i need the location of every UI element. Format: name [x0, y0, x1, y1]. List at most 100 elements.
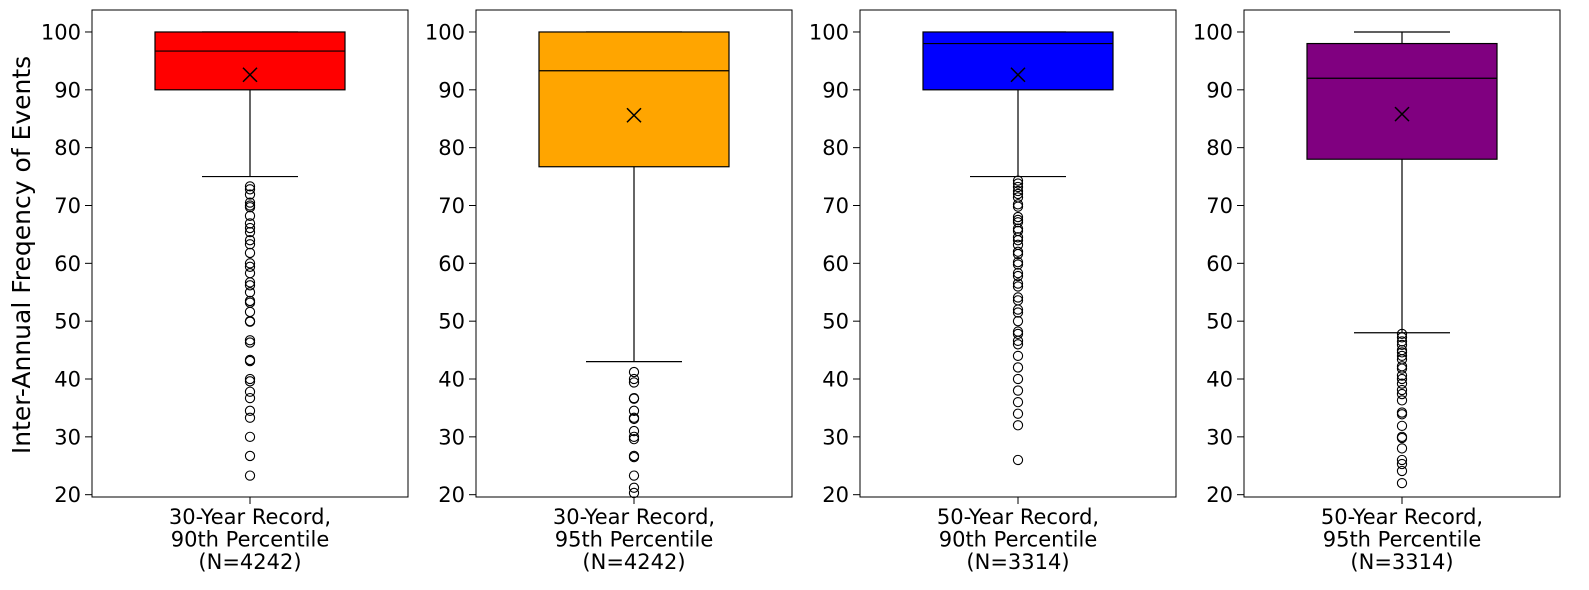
panel-3-iqr-box: [922, 31, 1114, 91]
panel-4-category-label-line-2: 95th Percentile: [1323, 528, 1482, 552]
panel-1-outlier-16: [244, 268, 256, 279]
panel-2-outlier-6: [628, 405, 640, 416]
panel-1-outlier-11: [244, 235, 256, 246]
panel-4-outlier-14: [1396, 384, 1408, 396]
panel-1-outlier-30: [244, 376, 256, 387]
panel-3-outlier-27: [1012, 304, 1024, 315]
panel-4-outlier-11: [1396, 370, 1408, 381]
panel-4-ytick-label-70: 70: [1206, 194, 1233, 218]
panel-1-outlier-15: [244, 261, 256, 272]
panel-3-outlier-31: [1012, 328, 1024, 340]
panel-1-outlier-28: [244, 355, 256, 367]
panel-1-outlier-35: [244, 431, 256, 442]
panel-3-outlier-8: [1012, 201, 1024, 212]
panel-4-outlier-13: [1396, 378, 1408, 389]
panel-2-outlier-8: [628, 413, 640, 425]
panel-1-outlier-32: [244, 392, 256, 404]
panel-2-outlier-1: [628, 366, 640, 378]
panel-1-ytick-label-20: 20: [54, 483, 81, 507]
panel-1-outlier-33: [244, 405, 256, 416]
panel-3-outlier-9: [1012, 211, 1024, 223]
panel-3-outlier-18: [1012, 248, 1024, 260]
panel-2-ytick-label-90: 90: [438, 78, 465, 102]
panel-2-outlier-15: [628, 482, 640, 493]
panel-3-ytick-label-80: 80: [822, 136, 849, 160]
panel-4-outlier-12: [1396, 373, 1408, 385]
panel-2-ytick-label-30: 30: [438, 425, 465, 449]
panel-2-outlier-11: [628, 434, 640, 445]
panel-2-outlier-16: [628, 487, 640, 499]
panel-4-ytick-label-30: 30: [1206, 425, 1233, 449]
panel-3-outlier-23: [1012, 278, 1024, 289]
panel-2-outlier-5: [628, 393, 640, 404]
panel-4-iqr-box: [1306, 42, 1498, 160]
panel-4-category-label-line-1: 50-Year Record,: [1321, 505, 1483, 529]
panel-4-ytick-label-40: 40: [1206, 368, 1233, 392]
panel-1-category-label-line-2: 90th Percentile: [171, 528, 330, 552]
panel-3-outlier-39: [1012, 408, 1024, 419]
panel-2-category-label-line-1: 30-Year Record,: [553, 505, 715, 529]
panel-3-outlier-38: [1012, 396, 1024, 408]
panel-2-ytick-label-80: 80: [438, 136, 465, 160]
panel-3-outlier-4: [1012, 185, 1024, 197]
panel-3-outlier-20: [1012, 259, 1024, 270]
panel-1-outlier-4: [244, 197, 256, 208]
panel-3-outlier-36: [1012, 373, 1024, 385]
panel-1-category-label-line-1: 30-Year Record,: [169, 505, 331, 529]
panel-4-outlier-6: [1396, 347, 1408, 358]
panel-1-outlier-22: [244, 306, 256, 318]
panel-2-outlier-14: [628, 470, 640, 481]
panel-1-ytick-label-50: 50: [54, 310, 81, 334]
panel-4-outlier-24: [1396, 458, 1408, 470]
panel-1-outlier-1: [244, 181, 256, 192]
panel-4-mean-marker-b: [1394, 106, 1410, 122]
panel-4-ytick-label-90: 90: [1206, 78, 1233, 102]
panel-1-outlier-12: [244, 239, 256, 250]
panel-3-outlier-33: [1012, 339, 1024, 350]
panel-4-category-label-line-3: (N=3314): [1350, 550, 1453, 574]
panel-3-outlier-35: [1012, 362, 1024, 373]
panel-1-outlier-25: [244, 335, 256, 346]
panel-4-ytick-label-60: 60: [1206, 252, 1233, 276]
panel-1-outlier-19: [244, 287, 256, 298]
panel-4-outlier-2: [1396, 332, 1408, 343]
panel-1-category-label-line-3: (N=4242): [198, 550, 301, 574]
panel-3-outlier-21: [1012, 268, 1024, 279]
panel-1-outlier-31: [244, 386, 256, 397]
panel-1-mean-marker-b: [242, 67, 258, 83]
panel-2-outlier-10: [628, 431, 640, 442]
panel-4-ytick-label-80: 80: [1206, 136, 1233, 160]
panel-1-outlier-26: [244, 337, 256, 348]
panel-1-outlier-7: [244, 210, 256, 222]
panel-1-outlier-13: [244, 247, 256, 259]
panel-1-outlier-36: [244, 450, 256, 462]
panel-3-ytick-label-70: 70: [822, 194, 849, 218]
panel-2-ytick-label-70: 70: [438, 194, 465, 218]
panel-3-outlier-41: [1012, 454, 1024, 466]
panel-3-category-label-line-2: 90th Percentile: [939, 528, 1098, 552]
panel-4-outlier-16: [1396, 395, 1408, 406]
panel-4-ytick-label-50: 50: [1206, 310, 1233, 334]
panel-2-mean-marker-b: [626, 107, 642, 123]
panel-4-outlier-10: [1396, 363, 1408, 374]
panel-4-outlier-18: [1396, 409, 1408, 420]
panel-1-outlier-24: [244, 316, 256, 327]
panel-3-outlier-22: [1012, 270, 1024, 282]
panel-3-category-label-line-1: 50-Year Record,: [937, 505, 1099, 529]
panel-2-outlier-13: [628, 451, 640, 463]
panel-2-outlier-9: [628, 425, 640, 437]
panel-3-outlier-17: [1012, 246, 1024, 257]
panel-2-ytick-label-20: 20: [438, 483, 465, 507]
panel-1-outlier-10: [244, 226, 256, 238]
panel-4-outlier-15: [1396, 388, 1408, 400]
panel-4-outlier-4: [1396, 339, 1408, 351]
panel-3-outlier-37: [1012, 385, 1024, 396]
panel-3-ytick-label-90: 90: [822, 78, 849, 102]
panel-2-outlier-2: [628, 373, 640, 385]
panel-1-ytick-label-60: 60: [54, 252, 81, 276]
panel-3-ytick-label-20: 20: [822, 483, 849, 507]
panel-3-outlier-30: [1012, 326, 1024, 337]
panel-3-outlier-15: [1012, 235, 1024, 246]
panel-4-outlier-26: [1396, 477, 1408, 489]
